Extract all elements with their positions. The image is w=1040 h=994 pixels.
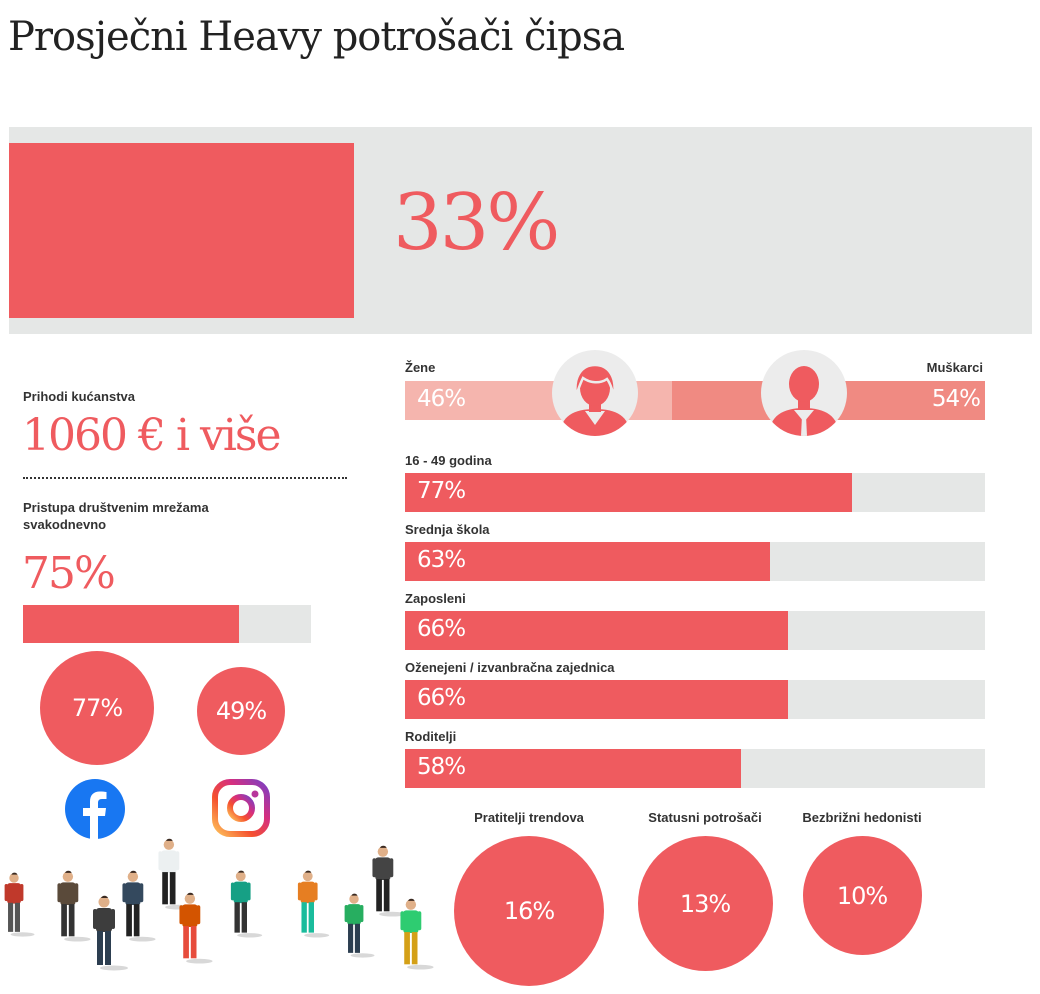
bar <box>405 542 771 581</box>
bar-value-label: 77% <box>417 478 466 504</box>
social-label: Pristupa društvenim mrežama svakodnevno <box>23 500 209 532</box>
person-figure <box>372 845 406 917</box>
person-figure <box>400 898 434 970</box>
income-label: Prihodi kućanstva <box>23 389 135 404</box>
segment-bubble: 10% <box>802 836 922 955</box>
person-figure <box>344 893 375 958</box>
bar-value-label: 66% <box>417 616 466 642</box>
social-value: 75% <box>22 548 116 599</box>
bar-track: 63% <box>405 542 985 581</box>
bar-category-label: Srednja škola <box>405 522 490 537</box>
person-figure <box>122 870 156 942</box>
person-figure <box>57 870 91 942</box>
bar-track: 66% <box>405 680 985 719</box>
divider <box>23 477 347 479</box>
segment-label: Pratitelji trendova <box>474 810 584 825</box>
headline-value: 33% <box>393 178 560 268</box>
instagram-icon <box>212 779 270 837</box>
male-label: Muškarci <box>926 360 983 375</box>
segment-bubble: 13% <box>637 836 773 971</box>
woman-avatar-icon <box>552 350 638 436</box>
bar-value-label: 66% <box>417 685 466 711</box>
bar-track: 58% <box>405 749 985 788</box>
female-label: Žene <box>405 360 436 375</box>
segment-label: Bezbrižni hedonisti <box>802 810 922 825</box>
bar <box>405 680 788 719</box>
bar <box>405 611 788 650</box>
bar-category-label: 16 - 49 godina <box>405 453 492 468</box>
person-figure <box>297 870 330 938</box>
man-avatar-icon <box>761 350 847 436</box>
bar-category-label: Oženejeni / izvanbračna zajednica <box>405 660 615 675</box>
bar-category-label: Roditelji <box>405 729 457 744</box>
social-bar-fill <box>23 605 239 643</box>
person-figure <box>158 838 192 910</box>
bar <box>405 473 852 512</box>
income-value: 1060 € i više <box>22 410 282 461</box>
person-figure <box>4 872 35 937</box>
social-bar-track <box>23 605 311 643</box>
person-figure <box>230 870 263 938</box>
bar-track: 66% <box>405 611 985 650</box>
facebook-share-circle: 77% <box>40 651 154 765</box>
bar-track: 77% <box>405 473 985 512</box>
headline-bar <box>9 143 354 318</box>
bar-value-label: 58% <box>417 754 466 780</box>
person-figure <box>93 895 128 971</box>
bar <box>405 749 742 788</box>
segment-label: Statusni potrošači <box>648 810 762 825</box>
page-title: Prosječni Heavy potrošači čipsa <box>8 14 625 60</box>
female-value: 46% <box>417 386 466 412</box>
facebook-icon <box>65 779 125 839</box>
person-figure <box>179 892 213 964</box>
male-value: 54% <box>931 386 981 412</box>
instagram-share-circle: 49% <box>197 667 285 755</box>
segment-bubble: 16% <box>454 836 604 986</box>
bar-value-label: 63% <box>417 547 466 573</box>
bar-category-label: Zaposleni <box>405 591 466 606</box>
